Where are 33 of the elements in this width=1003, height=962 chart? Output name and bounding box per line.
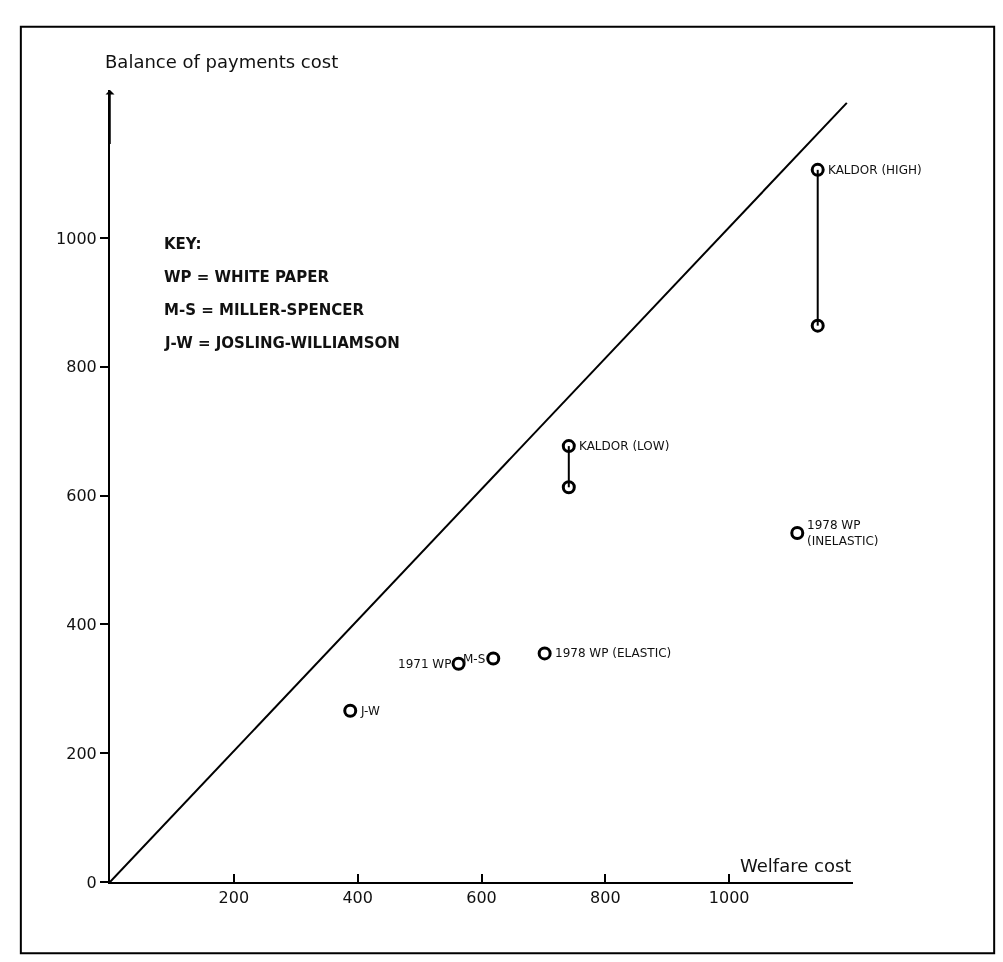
annotation: KALDOR (HIGH) — [828, 163, 922, 177]
x-tick-label: 400 — [342, 888, 373, 908]
y-tick-label: 800 — [66, 357, 97, 377]
annotation: KEY: — [164, 235, 202, 253]
x-tick-label: 200 — [218, 888, 250, 908]
annotation: 1971 WP — [398, 657, 452, 671]
point — [486, 651, 501, 666]
y-tick-label: 400 — [66, 615, 97, 635]
y-tick-label: 0 — [86, 872, 97, 892]
y-axis-title: Balance of payments cost — [105, 51, 339, 72]
point — [451, 656, 466, 671]
annotation: 1978 WP (ELASTIC) — [555, 646, 672, 660]
point — [790, 526, 805, 540]
point — [561, 439, 576, 454]
annotation: WP = WHITE PAPER — [164, 268, 330, 286]
point — [810, 318, 825, 333]
y-tick-label: 600 — [66, 486, 97, 506]
point — [343, 703, 358, 718]
annotation: J-W — [360, 704, 380, 718]
annotation: M-S — [463, 652, 486, 666]
y-tick-label: 1000 — [56, 228, 97, 248]
annotation: M-S = MILLER-SPENCER — [164, 301, 365, 319]
point — [810, 162, 825, 177]
x-tick-label: 800 — [590, 888, 621, 908]
point — [561, 480, 576, 495]
y-tick-label: 200 — [66, 743, 97, 763]
annotation: KALDOR (LOW) — [579, 439, 670, 453]
annotation: 1978 WP (INELASTIC) — [807, 518, 879, 548]
annotation: J-W = JOSLING-WILLIAMSON — [164, 334, 400, 352]
x-tick-label: 1000 — [708, 888, 750, 908]
point — [537, 646, 552, 661]
x-axis-title: Welfare cost — [740, 855, 852, 876]
x-tick-label: 600 — [466, 888, 497, 908]
